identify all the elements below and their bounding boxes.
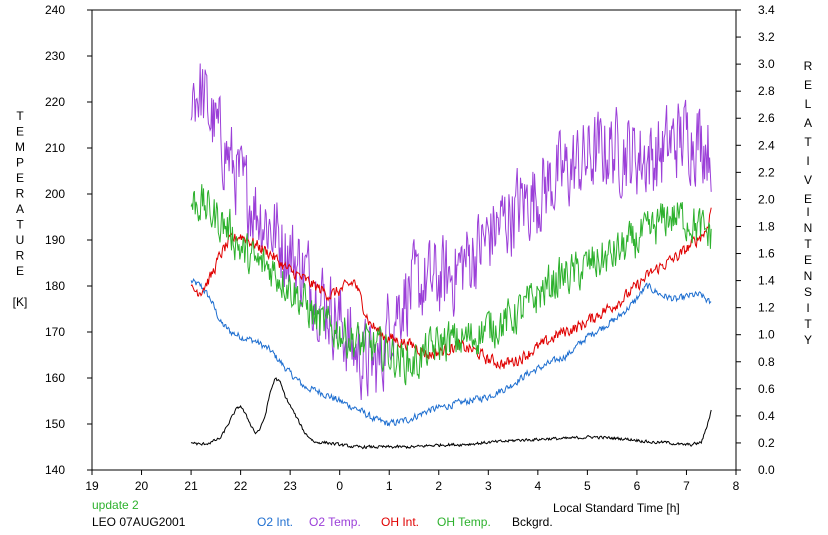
y-left-tick-label: 230 — [45, 49, 65, 63]
y-right-title-char: T — [804, 135, 812, 149]
x-tick-label: 19 — [85, 479, 99, 493]
y-right-title-char: I — [806, 154, 809, 168]
y-right-tick-label: 0.4 — [758, 409, 775, 423]
y-right-tick-label: 0.8 — [758, 355, 775, 369]
legend-item: O2 Temp. — [309, 515, 361, 529]
y-right-tick-label: 2.4 — [758, 138, 775, 152]
y-right-title-char: T — [804, 317, 812, 331]
legend-item: O2 Int. — [257, 515, 293, 529]
legend-item: OH Int. — [381, 515, 419, 529]
series-line-o2-temp — [190, 63, 712, 401]
series-line-bckgrd — [190, 377, 712, 450]
y-left-title-char: P — [16, 156, 24, 170]
y-right-tick-label: 1.6 — [758, 247, 775, 261]
x-tick-label: 4 — [535, 479, 542, 493]
y-right-title-char: N — [804, 269, 813, 283]
x-axis-title: Local Standard Time [h] — [553, 501, 680, 515]
y-right-title-char: E — [804, 78, 812, 92]
y-left-title-char: T — [16, 218, 24, 232]
x-tick-label: 6 — [634, 479, 641, 493]
y-right-title-char: I — [806, 301, 809, 315]
y-left-tick-label: 150 — [45, 417, 65, 431]
x-tick-label: 23 — [283, 479, 297, 493]
y-right-title-char: R — [804, 59, 813, 73]
y-left-title-char: E — [16, 125, 24, 139]
y-right-tick-label: 0.6 — [758, 382, 775, 396]
y-right-title-char: E — [804, 192, 812, 206]
x-tick-label: 2 — [435, 479, 442, 493]
y-left-title-char: U — [16, 233, 25, 247]
y-left-tick-label: 200 — [45, 187, 65, 201]
x-tick-label: 5 — [584, 479, 591, 493]
y-right-tick-label: 3.2 — [758, 30, 775, 44]
y-left-tick-label: 160 — [45, 371, 65, 385]
y-right-title-char: N — [804, 221, 813, 235]
y-right-title-char: Y — [804, 333, 812, 347]
series-lines — [190, 63, 712, 450]
legend-item: OH Temp. — [437, 515, 491, 529]
y-right-title-char: V — [804, 173, 812, 187]
x-tick-label: 0 — [336, 479, 343, 493]
x-tick-label: 1 — [386, 479, 393, 493]
y-left-tick-label: 190 — [45, 233, 65, 247]
x-tick-label: 7 — [683, 479, 690, 493]
legend-item: Bckgrd. — [512, 515, 553, 529]
y-right-tick-label: 2.6 — [758, 111, 775, 125]
legend: O2 Int. O2 Temp. OH Int. OH Temp. Bckgrd. — [257, 515, 553, 529]
y-right-tick-label: 3.0 — [758, 57, 775, 71]
x-tick-label: 22 — [234, 479, 248, 493]
series-line-oh-temp — [190, 184, 712, 386]
y-left-tick-label: 220 — [45, 95, 65, 109]
y-left-title-char: R — [16, 187, 25, 201]
y-right-title-char: E — [804, 253, 812, 267]
y-left-title-char: T — [16, 109, 24, 123]
y-right-tick-label: 1.8 — [758, 219, 775, 233]
update-note: update 2 — [92, 498, 139, 512]
y-right-title-char: A — [804, 116, 812, 130]
y-left-tick-label: 240 — [45, 3, 65, 17]
y-left-tick-label: 180 — [45, 279, 65, 293]
y-right-tick-label: 1.0 — [758, 328, 775, 342]
y-right-title-char: S — [804, 285, 812, 299]
y-right-tick-label: 0.0 — [758, 463, 775, 477]
y-right-title-char: I — [806, 205, 809, 219]
y-left-title-char: M — [15, 140, 25, 154]
y-left-title-char: R — [16, 249, 25, 263]
y-right-tick-label: 2.8 — [758, 84, 775, 98]
series-line-oh-int — [190, 207, 712, 370]
y-right-tick-label: 0.2 — [758, 436, 775, 450]
y-right-tick-label: 3.4 — [758, 3, 775, 17]
y-left-title-char: A — [16, 202, 24, 216]
y-right-tick-label: 2.0 — [758, 192, 775, 206]
x-tick-label: 8 — [733, 479, 740, 493]
y-left-tick-label: 170 — [45, 325, 65, 339]
x-tick-label: 3 — [485, 479, 492, 493]
y-left-title-char: E — [16, 171, 24, 185]
station-note: LEO 07AUG2001 — [92, 515, 186, 529]
y-right-title-char: L — [805, 97, 812, 111]
series-line-o2-int — [190, 278, 712, 427]
y-left-tick-label: 210 — [45, 141, 65, 155]
y-left-tick-label: 140 — [45, 463, 65, 477]
x-tick-label: 20 — [135, 479, 149, 493]
axes: 19 20 21 22 23 0 1 2 3 4 5 6 7 8140150160170180190200… — [45, 3, 775, 493]
y-left-title-char: E — [16, 264, 24, 278]
y-right-tick-label: 1.2 — [758, 301, 775, 315]
y-right-tick-label: 2.2 — [758, 165, 775, 179]
y-right-tick-label: 1.4 — [758, 274, 775, 288]
y-right-title-char: T — [804, 237, 812, 251]
x-tick-label: 21 — [184, 479, 198, 493]
y-left-title-char: [K] — [13, 295, 28, 309]
